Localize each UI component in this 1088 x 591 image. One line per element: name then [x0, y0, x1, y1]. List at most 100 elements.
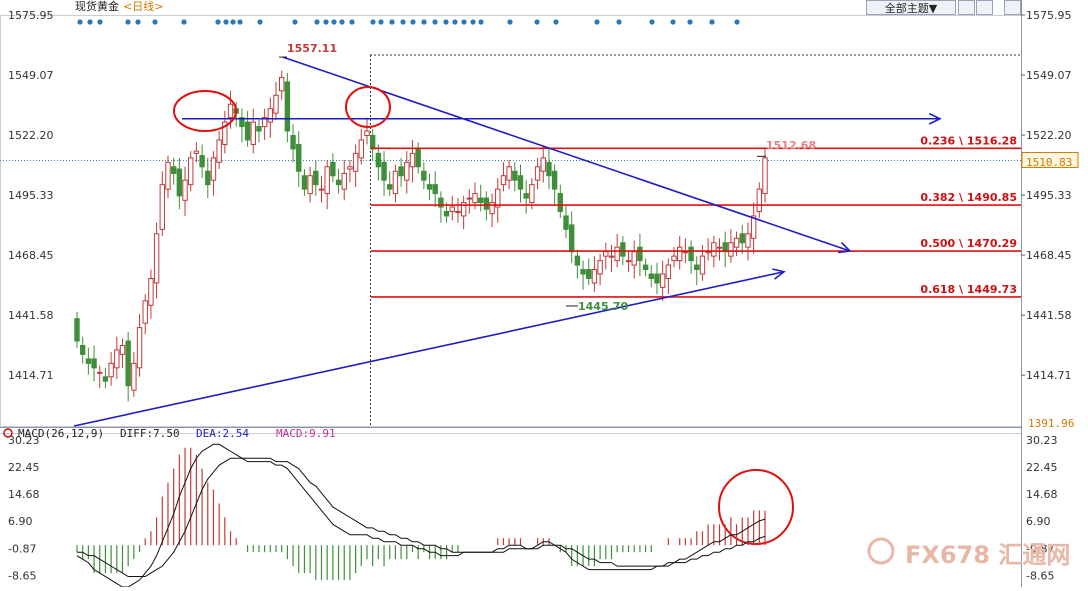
y-tick-left: 1522.20: [8, 129, 54, 142]
event-marker-dot: [339, 19, 345, 25]
current-price-tag: 1510.83: [1026, 156, 1072, 169]
event-marker-dot: [370, 19, 376, 25]
price-panel-frame: [0, 15, 1022, 427]
candle-body: [398, 166, 404, 177]
candle-body: [290, 135, 296, 150]
theme-dropdown[interactable]: 全部主题▼: [866, 0, 956, 15]
event-marker-dot: [410, 19, 416, 25]
macd-dea-line: [77, 457, 766, 578]
candle-body: [261, 117, 268, 128]
y-tick-left: 1575.95: [8, 9, 54, 22]
window-button-2[interactable]: [976, 0, 993, 15]
window-button-3[interactable]: [1004, 0, 1021, 15]
fib-label: 0.382 \ 1490.85: [920, 191, 1017, 204]
fib-label: 0.618 \ 1449.73: [920, 283, 1017, 296]
ascending-trendline: [73, 270, 785, 427]
candle-body: [404, 161, 410, 181]
candle-body: [97, 371, 103, 374]
macd-y-tick-right: 14.68: [1026, 488, 1058, 501]
candle-body: [222, 121, 228, 145]
y-tick-right: 1468.45: [1026, 249, 1072, 262]
y-tick-left: 1468.45: [8, 249, 54, 262]
event-marker-dot: [223, 19, 229, 25]
candle-body: [512, 170, 518, 181]
event-marker-dot: [87, 19, 93, 25]
candle-body: [466, 197, 473, 200]
y-tick-left: 1549.07: [8, 69, 54, 82]
event-marker-dot: [734, 19, 740, 25]
low-price-label: 1445.70: [578, 300, 628, 313]
candle-body: [597, 260, 603, 275]
event-marker-dot: [452, 19, 458, 25]
settings-icon: [3, 428, 13, 438]
candle-body: [324, 166, 330, 195]
event-marker-dot: [230, 19, 236, 25]
candle-body: [460, 202, 467, 217]
macd-dea-legend: DEA:2.54: [196, 427, 249, 440]
candle-body: [142, 300, 148, 324]
candle-body: [586, 269, 592, 279]
candle-body: [165, 161, 171, 190]
candle-body: [745, 233, 751, 248]
y-tick-right: 1441.58: [1026, 309, 1072, 322]
macd-y-tick-left: -8.65: [8, 569, 36, 582]
event-marker-dot: [649, 19, 655, 25]
candle-body: [108, 362, 114, 378]
event-marker-dot: [125, 19, 131, 25]
candle-body: [330, 161, 336, 177]
event-marker-dot: [421, 19, 427, 25]
event-marker-dot: [215, 19, 221, 25]
candle-body: [307, 175, 313, 195]
candle-body: [574, 255, 581, 266]
event-marker-dot: [594, 19, 600, 25]
candle-body: [250, 121, 256, 145]
candle-body: [529, 184, 535, 204]
macd-y-tick-left: 14.68: [8, 488, 40, 501]
event-marker-dot: [507, 19, 513, 25]
candle-body: [523, 193, 529, 199]
candle-body: [625, 260, 632, 263]
event-marker-dot: [443, 19, 449, 25]
event-marker-dot: [478, 19, 484, 25]
candle-body: [193, 150, 200, 154]
macd-y-tick-right: 6.90: [1026, 515, 1051, 528]
candle-body: [671, 255, 677, 262]
candle-body: [364, 130, 370, 137]
window-button-1[interactable]: [958, 0, 975, 15]
event-marker-dot: [616, 19, 622, 25]
candle-body: [756, 188, 763, 212]
candle-body: [318, 188, 325, 191]
candle-body: [711, 242, 717, 257]
event-marker-dot: [323, 19, 329, 25]
candle-body: [426, 184, 433, 190]
candle-body: [313, 170, 319, 186]
candle-body: [517, 175, 524, 190]
event-marker-dot: [292, 19, 298, 25]
candle-body: [665, 264, 672, 279]
event-marker-dot: [181, 19, 187, 25]
y-tick-right: 1549.07: [1026, 69, 1072, 82]
event-marker-dot: [77, 19, 83, 25]
candle-body: [642, 264, 649, 271]
macd-y-tick-left: 22.45: [8, 461, 40, 474]
current-price-box: [1021, 151, 1079, 168]
candle-body: [591, 269, 598, 284]
candle-body: [432, 184, 438, 195]
candle-body: [483, 197, 490, 210]
candle-body: [421, 170, 427, 181]
candle-body: [654, 273, 660, 284]
candle-body: [375, 152, 382, 168]
candle-body: [506, 166, 512, 181]
candle-body: [341, 172, 347, 190]
y-tick-left: 1495.33: [8, 189, 54, 202]
candle-body: [603, 251, 609, 257]
candle-body: [608, 255, 615, 258]
event-marker-dot: [553, 19, 559, 25]
candle-body: [148, 277, 154, 306]
candle-body: [631, 251, 637, 266]
ascending-trendline-head: [772, 268, 786, 280]
candle-body: [216, 139, 222, 163]
macd-diff-line: [76, 443, 766, 588]
descending-trendline-head: [837, 242, 852, 254]
